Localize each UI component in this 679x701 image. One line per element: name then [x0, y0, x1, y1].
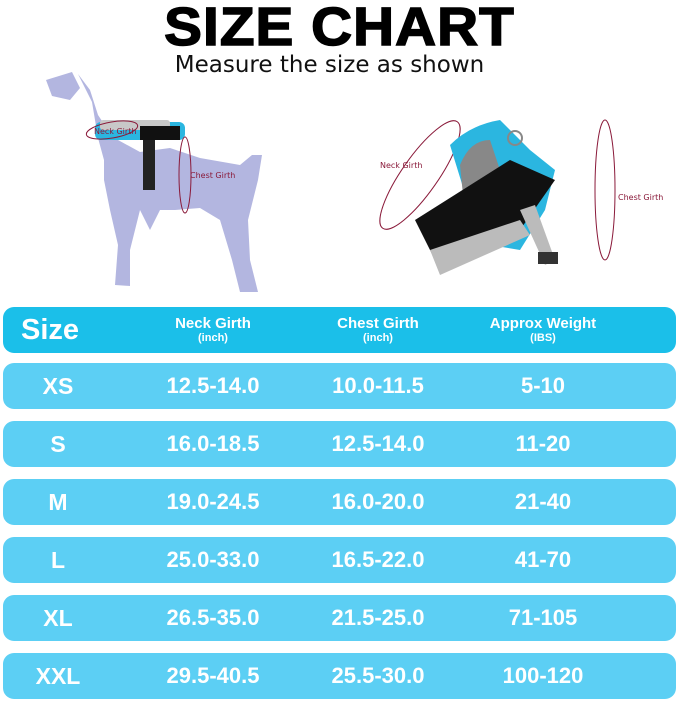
harness-chest-girth-label: Chest Girth: [618, 193, 663, 202]
neck-girth-cell: 19.0-24.5: [166, 489, 260, 514]
chest-girth-cell: 25.5-30.0: [331, 663, 425, 688]
table-row: M 19.0-24.5 16.0-20.0 21-40: [3, 479, 676, 525]
neck-girth-cell: 29.5-40.5: [166, 663, 260, 688]
size-cell: XS: [42, 372, 74, 399]
header-label: Chest Girth: [337, 315, 419, 332]
header-chest-girth: Chest Girth (inch): [293, 307, 463, 353]
chest-girth-cell: 16.5-22.0: [331, 547, 425, 572]
header-unit: (IBS): [530, 332, 556, 344]
weight-cell: 5-10: [520, 373, 566, 398]
weight-cell: 100-120: [502, 663, 584, 688]
size-cell: XL: [43, 604, 73, 631]
chest-girth-cell: 12.5-14.0: [331, 431, 425, 456]
chest-girth-cell: 21.5-25.0: [331, 605, 425, 630]
dog-illustration: Neck Girth Chest Girth: [46, 72, 262, 292]
neck-girth-cell: 12.5-14.0: [166, 373, 260, 398]
weight-cell: 71-105: [508, 605, 578, 630]
header-unit: (inch): [363, 332, 393, 344]
table-header: Size Neck Girth (inch) Chest Girth (inch) …: [3, 307, 676, 353]
table-row: XS 12.5-14.0 10.0-11.5 5-10: [3, 363, 676, 409]
header-approx-weight: Approx Weight (IBS): [453, 307, 633, 353]
dog-neck-girth-label: Neck Girth: [94, 127, 136, 136]
table-row: XXL 29.5-40.5 25.5-30.0 100-120: [3, 653, 676, 699]
size-cell: S: [50, 430, 66, 457]
neck-girth-cell: 16.0-18.5: [166, 431, 260, 456]
table-row: S 16.0-18.5 12.5-14.0 11-20: [3, 421, 676, 467]
size-cell: XXL: [35, 662, 81, 689]
header-size-label: Size: [21, 313, 80, 346]
size-cell: M: [48, 488, 68, 515]
table-row: XL 26.5-35.0 21.5-25.0 71-105: [3, 595, 676, 641]
harness-neck-girth-label: Neck Girth: [380, 161, 422, 170]
table-row: L 25.0-33.0 16.5-22.0 41-70: [3, 537, 676, 583]
weight-cell: 41-70: [514, 547, 572, 572]
page-title: SIZE CHART: [163, 0, 515, 58]
weight-cell: 11-20: [515, 431, 571, 456]
subtitle: Measure the size as shown: [174, 52, 485, 78]
neck-girth-cell: 26.5-35.0: [166, 605, 260, 630]
harness-illustration: Neck Girth Chest Girth: [379, 119, 663, 275]
neck-girth-cell: 25.0-33.0: [166, 547, 260, 572]
header-size: Size: [21, 307, 79, 353]
weight-cell: 21-40: [514, 489, 572, 514]
header-neck-girth: Neck Girth (inch): [128, 307, 298, 353]
header-unit: (inch): [198, 332, 228, 344]
header-label: Approx Weight: [489, 315, 597, 332]
chest-girth-cell: 10.0-11.5: [332, 373, 424, 398]
dog-chest-girth-label: Chest Girth: [190, 171, 235, 180]
header-label: Neck Girth: [175, 315, 251, 332]
chest-girth-cell: 16.0-20.0: [331, 489, 425, 514]
size-cell: L: [50, 546, 66, 573]
